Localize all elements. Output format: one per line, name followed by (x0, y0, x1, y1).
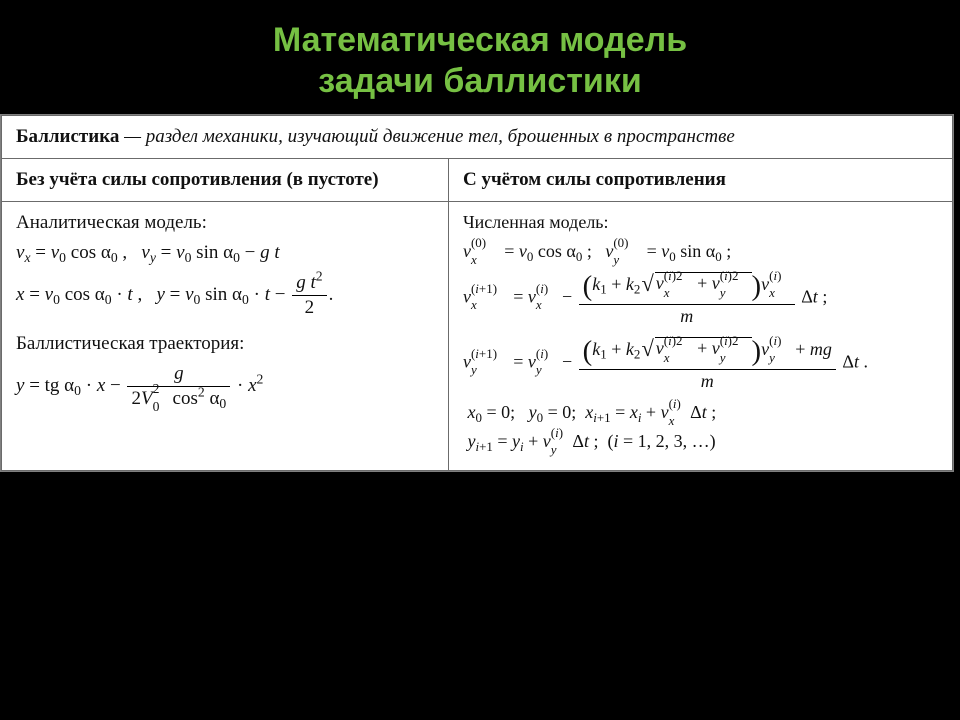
eq-vx-update: v(i+1)x = v(i)x − (k1 + k2 v(i)2x + v(i)… (463, 270, 938, 327)
eq-positions-1: x0 = 0; y0 = 0; xi+1 = xi + v(i)xΔt ; (463, 402, 938, 423)
left-subhead-2: Баллистическая траектория: (16, 333, 434, 355)
definition-row: Баллистика — раздел механики, изучающий … (2, 115, 953, 158)
title-line-2: задачи баллистики (40, 61, 920, 102)
paper-scan: Баллистика — раздел механики, изучающий … (0, 114, 954, 472)
title-line-1: Математическая модель (40, 20, 920, 61)
slide-title: Математическая модель задачи баллистики (0, 0, 960, 114)
right-subhead: Численная модель: (463, 212, 938, 233)
eq-vy-update: v(i+1)y = v(i)y − (k1 + k2 v(i)2x + v(i)… (463, 335, 938, 392)
body-row: Аналитическая модель: vx = v0 cos α0 , v… (2, 201, 953, 470)
header-row: Без учёта силы сопротивления (в пустоте)… (2, 158, 953, 201)
left-column-header: Без учёта силы сопротивления (в пустоте) (2, 158, 449, 201)
definition-text: — раздел механики, изучающий движение те… (119, 126, 734, 147)
eq-initial: v(0)x = v0 cos α0 ; v(0)y = v0 sin α0 ; (463, 241, 938, 262)
right-column-header: С учётом силы сопротивления (448, 158, 952, 201)
eq-coordinates: x = v0 cos α0 · t , y = v0 sin α0 · t − … (16, 272, 434, 319)
definition-term: Баллистика (16, 126, 119, 147)
model-table: Баллистика — раздел механики, изучающий … (1, 115, 953, 471)
eq-trajectory: y = tg α0 · x − g 2V20 cos2 α0 · x2 (16, 363, 434, 410)
left-subhead-1: Аналитическая модель: (16, 212, 434, 234)
right-cell: Численная модель: v(0)x = v0 cos α0 ; v(… (448, 201, 952, 470)
slide: Математическая модель задачи баллистики … (0, 0, 960, 720)
left-cell: Аналитическая модель: vx = v0 cos α0 , v… (2, 201, 449, 470)
eq-velocities: vx = v0 cos α0 , vy = v0 sin α0 − g t (16, 242, 434, 264)
eq-positions-2: yi+1 = yi + v(i)yΔt ; (i = 1, 2, 3, …) (463, 431, 938, 452)
